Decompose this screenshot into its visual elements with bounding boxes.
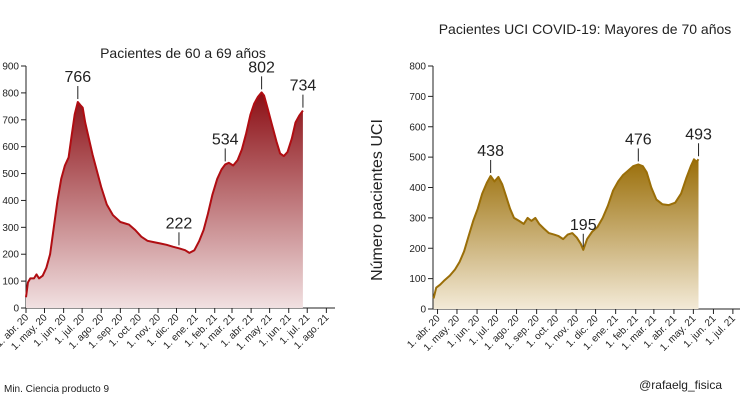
left-y-tick-label: 600	[2, 142, 19, 153]
left-y-tick-label: 500	[2, 169, 19, 180]
left-series-area	[26, 92, 303, 309]
left-y-tick-label: 300	[2, 223, 19, 234]
left-y-tick-label: 200	[2, 250, 19, 261]
left-annotation-label: 802	[248, 59, 275, 76]
chart-right: Pacientes UCI COVID-19: Mayores de 70 añ…	[369, 21, 740, 354]
right-annotation-label: 195	[570, 217, 597, 234]
left-series-line	[25, 91, 304, 298]
author-credit: @rafaelg_fisica	[639, 378, 722, 392]
left-annotation-label: 534	[212, 131, 239, 148]
right-annotation-label: 476	[625, 131, 652, 148]
left-y-tick-label: 700	[2, 115, 19, 126]
chart-right-ylabel: Número pacientes UCI	[369, 119, 386, 281]
left-annotation-label: 222	[166, 215, 193, 232]
chart-left: Pacientes de 60 a 69 años 0 100 200 300 400 5…	[0, 45, 335, 353]
left-y-tick-label: 900	[2, 62, 19, 73]
right-annotation-label: 438	[477, 143, 504, 160]
left-y-tick-label: 100	[2, 277, 19, 288]
chart-left-title: Pacientes de 60 a 69 años	[100, 45, 266, 61]
right-y-tick-label: 300	[409, 213, 426, 224]
left-y-tick-label: 0	[13, 304, 19, 315]
right-y-tick-label: 700	[409, 92, 426, 103]
right-y-tick-label: 600	[409, 122, 426, 133]
chart-right-title: Pacientes UCI COVID-19: Mayores de 70 añ…	[439, 21, 732, 37]
right-y-tick-label: 100	[409, 274, 426, 285]
right-y-tick-label: 500	[409, 153, 426, 164]
right-y-tick-label: 400	[409, 183, 426, 194]
right-annotation-label: 493	[685, 126, 712, 143]
left-annotation-label: 734	[290, 78, 317, 95]
source-credit: Min. Ciencia producto 9	[4, 384, 109, 395]
left-y-tick-label: 400	[2, 196, 19, 207]
right-y-tick-label: 0	[420, 305, 426, 316]
right-series-area	[433, 159, 699, 309]
right-y-tick-label: 800	[409, 62, 426, 73]
left-annotation-label: 766	[64, 69, 91, 86]
right-y-tick-label: 200	[409, 244, 426, 255]
left-y-tick-label: 800	[2, 88, 19, 99]
right-series-line	[432, 158, 700, 299]
